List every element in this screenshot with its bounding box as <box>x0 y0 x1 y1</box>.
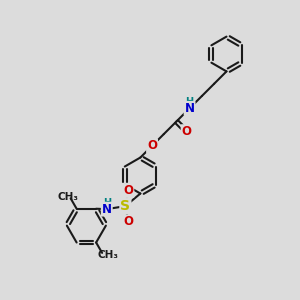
Text: H: H <box>185 97 194 107</box>
Text: CH₃: CH₃ <box>97 250 118 260</box>
Text: N: N <box>102 202 112 216</box>
Text: S: S <box>120 199 130 213</box>
Text: H: H <box>103 197 111 208</box>
Text: O: O <box>147 140 157 152</box>
Text: CH₃: CH₃ <box>58 192 79 202</box>
Text: N: N <box>184 102 195 115</box>
Text: O: O <box>182 125 192 138</box>
Text: O: O <box>123 215 134 228</box>
Text: O: O <box>123 184 134 197</box>
